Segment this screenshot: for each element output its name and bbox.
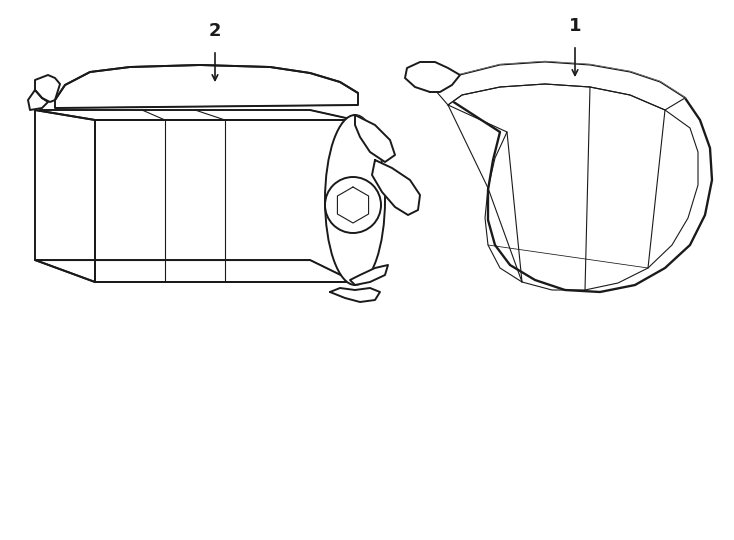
Ellipse shape bbox=[325, 115, 385, 285]
Polygon shape bbox=[95, 120, 355, 282]
Polygon shape bbox=[350, 265, 388, 285]
Polygon shape bbox=[405, 62, 460, 92]
Circle shape bbox=[325, 177, 381, 233]
Polygon shape bbox=[35, 260, 355, 282]
Polygon shape bbox=[355, 115, 395, 162]
Polygon shape bbox=[435, 62, 712, 292]
Polygon shape bbox=[35, 75, 60, 102]
Polygon shape bbox=[372, 160, 420, 215]
Polygon shape bbox=[35, 110, 95, 282]
Polygon shape bbox=[28, 90, 48, 110]
Text: 1: 1 bbox=[569, 17, 581, 35]
Polygon shape bbox=[55, 65, 358, 108]
Polygon shape bbox=[435, 62, 685, 110]
Polygon shape bbox=[330, 288, 380, 302]
Text: 2: 2 bbox=[208, 22, 221, 40]
Polygon shape bbox=[35, 110, 355, 120]
